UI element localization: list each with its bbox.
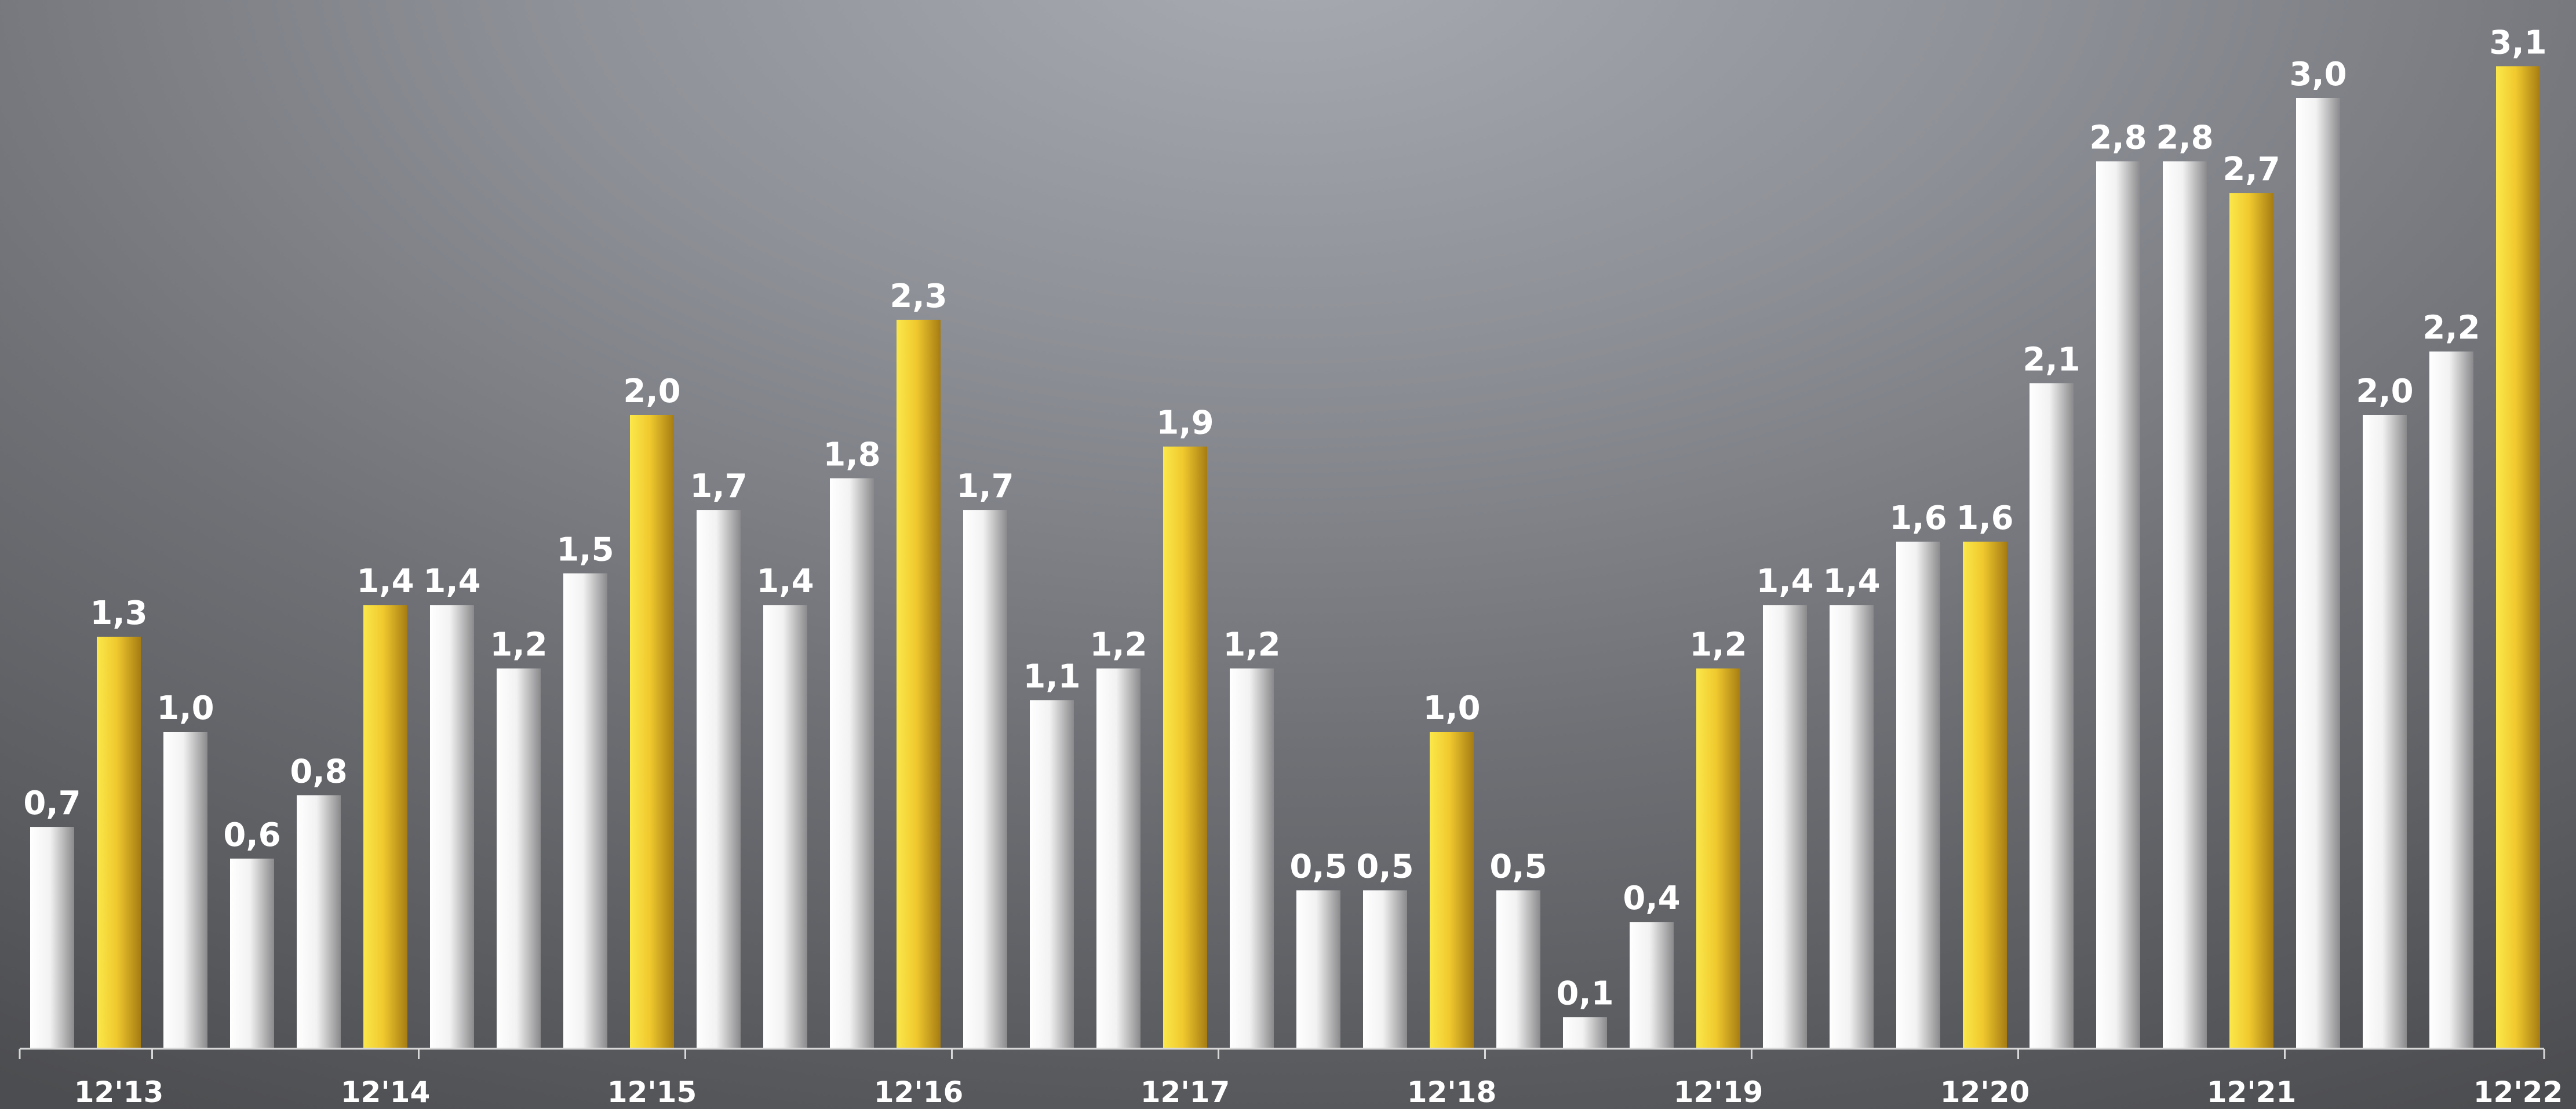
x-tick-label: 12'16	[874, 1075, 963, 1109]
bar	[497, 668, 541, 1049]
bar	[1563, 1017, 1607, 1049]
bar-value-label: 2,8	[2089, 119, 2147, 156]
bar-highlight	[2496, 66, 2540, 1049]
bar-value-label: 1,2	[1689, 626, 1747, 664]
bar-value-label: 1,8	[823, 436, 880, 473]
bar	[1763, 605, 1807, 1049]
x-tick-label: 12'21	[2207, 1075, 2296, 1109]
bars-group	[30, 66, 2540, 1049]
x-tick-label: 12'20	[1940, 1075, 2030, 1109]
bar	[1830, 605, 1874, 1049]
bar	[1030, 700, 1074, 1049]
bar	[2363, 415, 2407, 1049]
bar-value-label: 0,4	[1623, 880, 1680, 917]
bar-highlight	[363, 605, 407, 1049]
bar-value-label: 1,2	[1090, 626, 1147, 664]
bar-value-label: 1,2	[1223, 626, 1280, 664]
bar	[1096, 668, 1141, 1049]
bar-value-label: 1,4	[1756, 563, 1813, 600]
bar-value-label: 0,7	[23, 785, 81, 822]
bar-highlight	[630, 415, 674, 1049]
bar	[430, 605, 474, 1049]
bar-highlight	[1430, 732, 1474, 1049]
bar-value-label: 1,4	[356, 563, 414, 600]
bar-value-label: 1,1	[1023, 658, 1080, 695]
bar	[2030, 383, 2074, 1049]
bar-value-label: 1,7	[690, 468, 747, 505]
bar	[1630, 922, 1674, 1049]
bar	[963, 510, 1007, 1049]
bar-highlight	[97, 636, 141, 1049]
bar-value-label: 0,1	[1556, 975, 1613, 1012]
bar-value-label: 2,0	[2356, 373, 2413, 410]
bar-value-label: 1,2	[490, 626, 547, 664]
bar-value-label: 0,5	[1356, 848, 1413, 886]
bar	[1230, 668, 1274, 1049]
bar-value-label: 1,6	[1889, 499, 1947, 537]
x-tick-label: 12'15	[607, 1075, 697, 1109]
bar-value-label: 1,0	[1423, 690, 1480, 727]
x-tick-label: 12'17	[1141, 1075, 1230, 1109]
bar-value-label: 1,5	[556, 531, 614, 569]
bar-value-label: 1,4	[1823, 563, 1880, 600]
bar-value-label: 0,5	[1289, 848, 1347, 886]
bar	[1496, 890, 1540, 1049]
bar-value-label: 0,5	[1489, 848, 1547, 886]
bar	[30, 827, 74, 1049]
bar-value-label: 3,0	[2289, 56, 2347, 93]
bar	[697, 510, 741, 1049]
bar-highlight	[897, 319, 941, 1049]
bar	[830, 478, 874, 1049]
bar-value-label: 2,8	[2156, 119, 2213, 156]
bar-highlight	[1963, 541, 2007, 1049]
bar-value-label: 2,2	[2422, 309, 2480, 347]
bar-value-label: 1,0	[156, 690, 214, 727]
bar-value-label: 1,6	[1956, 499, 2013, 537]
bar-value-label: 1,7	[956, 468, 1014, 505]
bar	[2163, 161, 2207, 1049]
bar	[1296, 890, 1340, 1049]
bar-value-label: 2,7	[2222, 151, 2280, 188]
bar-value-label: 1,3	[90, 594, 147, 632]
bar	[563, 573, 607, 1049]
x-tick-label: 12'18	[1407, 1075, 1496, 1109]
x-tick-label: 12'19	[1674, 1075, 1763, 1109]
bar-value-label: 1,9	[1156, 404, 1214, 442]
bar	[2096, 161, 2140, 1049]
x-tick-label: 12'14	[341, 1075, 430, 1109]
x-tick-label: 12'13	[74, 1075, 163, 1109]
bar	[297, 795, 341, 1049]
bar-value-label: 3,1	[2489, 24, 2546, 61]
bar-highlight	[2229, 193, 2273, 1049]
bar	[163, 732, 207, 1049]
bar-value-label: 1,4	[756, 563, 814, 600]
bar	[2429, 351, 2473, 1049]
bar	[2296, 98, 2340, 1049]
bar-value-label: 0,8	[290, 753, 347, 790]
bar-value-label: 2,1	[2023, 341, 2080, 378]
x-axis: 12'13 12'14 12'15 12'16 12'17 12'18 12'19 12'20…	[19, 1048, 2563, 1109]
bar-value-label: 1,4	[423, 563, 480, 600]
bar	[1896, 541, 1940, 1049]
bar-value-label: 0,6	[223, 816, 280, 854]
bar-value-label: 2,3	[890, 278, 947, 315]
bar-highlight	[1163, 446, 1207, 1049]
bar-highlight	[1696, 668, 1740, 1049]
bar	[1363, 890, 1407, 1049]
x-tick-label: 12'22	[2473, 1075, 2563, 1109]
bar	[763, 605, 807, 1049]
bar-value-label: 2,0	[623, 373, 680, 410]
bar	[230, 858, 274, 1049]
value-labels-group: 0,71,31,00,60,81,4 1,41,21,52,01,71,41,82…	[23, 24, 2546, 1012]
